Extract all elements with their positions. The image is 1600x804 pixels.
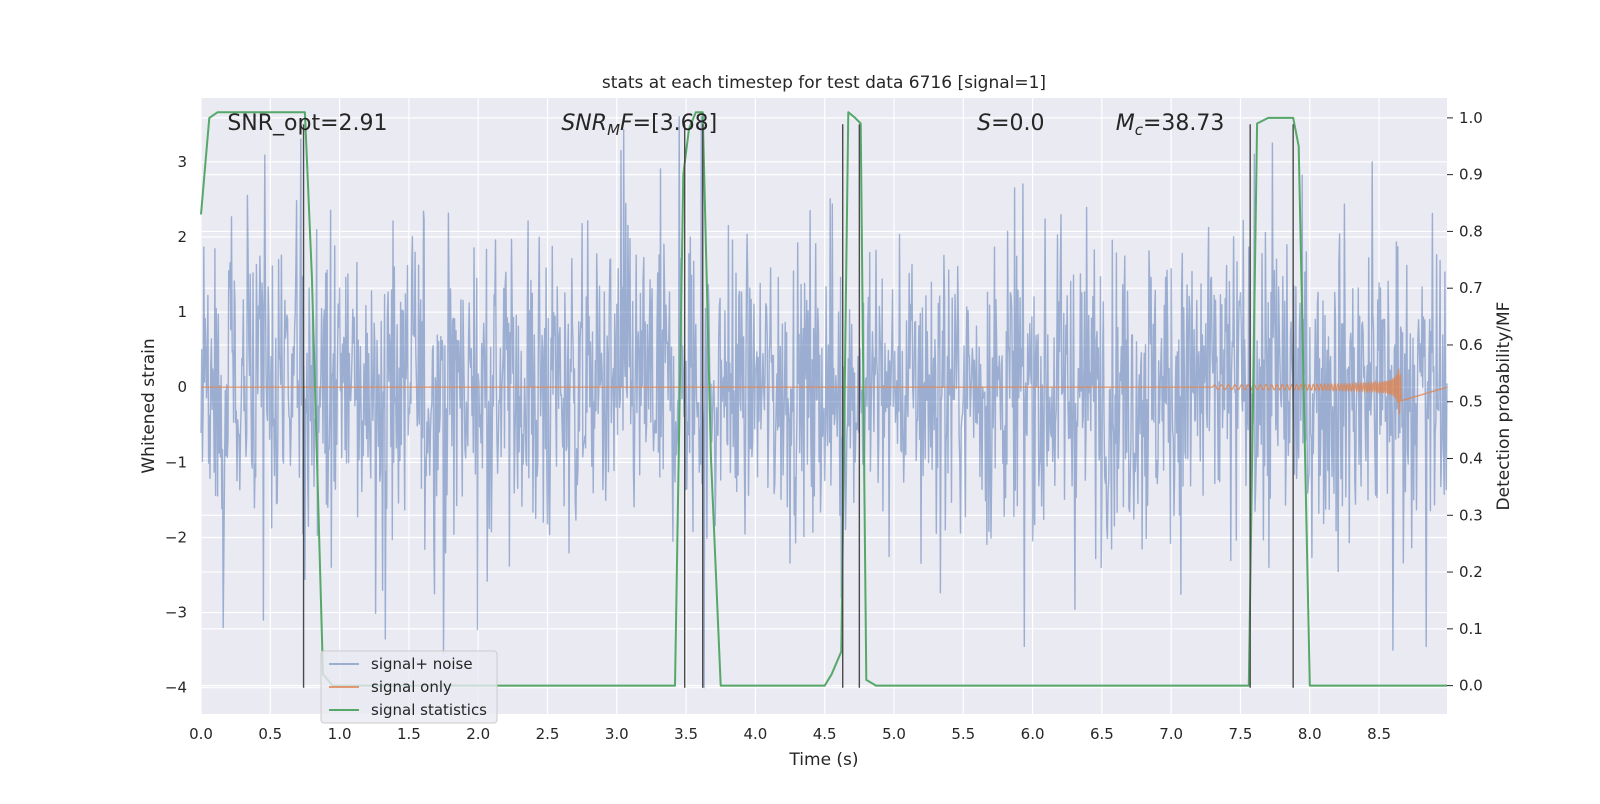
y-tick-label-left: −3	[165, 604, 187, 622]
y-tick-label-right: 0.7	[1459, 279, 1483, 297]
y-tick-label-right: 0.8	[1459, 222, 1483, 240]
legend: signal+ noise signal only signal statist…	[320, 650, 498, 724]
x-tick-label: 2.0	[466, 725, 490, 743]
y-tick-label-right: 1.0	[1459, 109, 1483, 127]
x-tick-label: 3.0	[605, 725, 629, 743]
legend-box	[320, 650, 498, 724]
x-tick-label: 1.0	[328, 725, 352, 743]
x-tick-label: 6.0	[1021, 725, 1045, 743]
chart-title: stats at each timestep for test data 671…	[602, 73, 1046, 93]
annotation-1: SNRMF=[3.68]	[561, 111, 717, 139]
legend-label-signal-noise: signal+ noise	[371, 655, 473, 673]
vertical-markers	[302, 124, 1294, 688]
x-tick-label: 3.5	[674, 725, 698, 743]
x-tick-label: 2.5	[536, 725, 560, 743]
x-tick-label: 0.5	[258, 725, 282, 743]
x-tick-labels: 0.0 0.5 1.0 1.5 2.0 2.5 3.0 3.5 4.0 4.5 5.0 5.5 6.0 6…	[189, 725, 1391, 743]
y-tick-label-left: −2	[165, 528, 187, 546]
y-tick-label-left: 0	[177, 378, 187, 396]
y-tick-label-left: 1	[177, 303, 187, 321]
y-tick-label-left: −1	[165, 453, 187, 471]
x-tick-label: 1.5	[397, 725, 421, 743]
x-tick-label: 4.5	[813, 725, 837, 743]
x-tick-label: 7.5	[1229, 725, 1253, 743]
x-tick-label: 5.0	[882, 725, 906, 743]
y-axis-label-right: Detection probability/MF	[1494, 302, 1514, 511]
annotations: SNR_opt=2.91 SNRMF=[3.68] S=0.0 Mc=38.73	[227, 111, 1224, 139]
y-tick-label-right: 0.5	[1459, 393, 1483, 411]
left-y-tick-labels: −4 −3 −2 −1 0 1 2 3	[165, 153, 187, 697]
annotation-0: SNR_opt=2.91	[227, 111, 387, 136]
series-signal-only	[201, 368, 1448, 415]
y-tick-label-right: 0.3	[1459, 506, 1483, 524]
y-tick-label-right: 0.4	[1459, 450, 1483, 468]
series-signal-statistics	[200, 111, 1447, 687]
annotation-3: Mc=38.73	[1116, 111, 1225, 139]
y-tick-label-left: −4	[165, 679, 187, 697]
x-tick-label: 8.5	[1367, 725, 1391, 743]
annotation-2: S=0.0	[977, 111, 1044, 136]
series-layer	[200, 111, 1448, 689]
y-tick-label-right: 0.1	[1459, 620, 1483, 638]
y-tick-label-right: 0.9	[1459, 166, 1483, 184]
y-tick-label-right: 0.6	[1459, 336, 1483, 354]
y-tick-label-right: 0.0	[1459, 677, 1483, 695]
x-tick-label: 4.0	[743, 725, 767, 743]
y-tick-label-left: 3	[177, 153, 187, 171]
series-signal-plus-noise	[200, 116, 1448, 689]
x-tick-label: 0.0	[189, 725, 213, 743]
y-axis-label-left: Whitened strain	[139, 338, 159, 473]
x-tick-label: 6.5	[1090, 725, 1114, 743]
x-tick-label: 7.0	[1159, 725, 1183, 743]
y-tick-label-left: 2	[177, 228, 187, 246]
legend-label-signal-statistics: signal statistics	[371, 701, 487, 719]
right-y-tick-labels: 0.0 0.1 0.2 0.3 0.4 0.5 0.6 0.7 0.8 0.9 1.0	[1447, 109, 1483, 695]
x-tick-label: 5.5	[951, 725, 975, 743]
x-axis-label: Time (s)	[788, 750, 858, 770]
x-tick-label: 8.0	[1298, 725, 1322, 743]
y-tick-label-right: 0.2	[1459, 563, 1483, 581]
legend-label-signal-only: signal only	[371, 678, 452, 696]
